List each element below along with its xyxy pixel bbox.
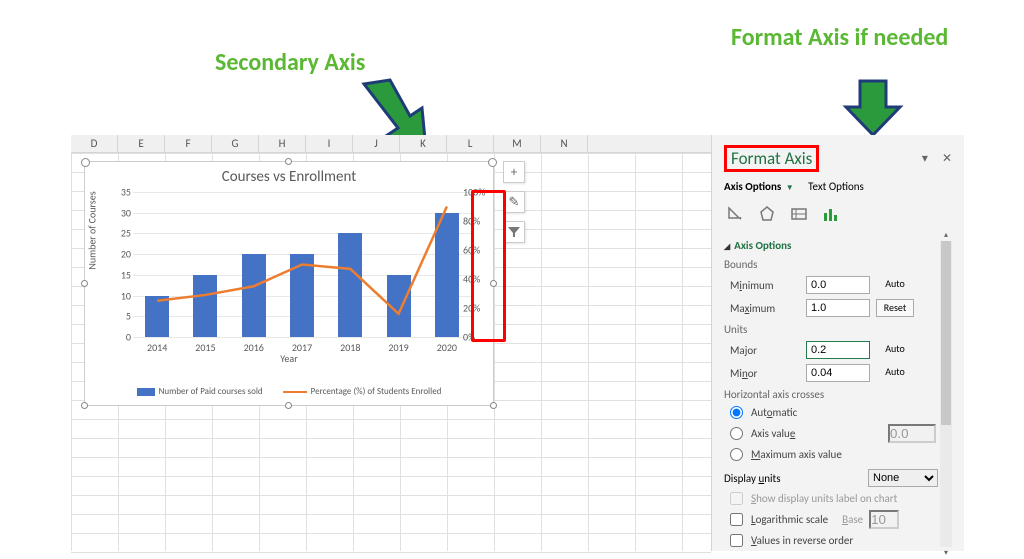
pane-close-button[interactable]: ✕ [942,151,952,166]
column-headers: D E F G H I J K L M N [71,135,711,153]
col-header[interactable]: H [259,135,306,152]
axis-options-icon[interactable] [820,203,842,225]
col-header[interactable]: D [71,135,118,152]
effects-icon[interactable] [756,203,778,225]
minimum-input[interactable] [806,276,870,294]
y-tick: 30 [115,206,131,219]
major-label: Major [730,344,800,357]
col-header[interactable]: J [353,135,400,152]
tab-axis-options[interactable]: Axis Options ▼ [724,180,794,193]
axis-options-heading[interactable]: Axis Options [724,239,938,252]
legend-bar-swatch [137,388,155,396]
y-tick: 25 [115,227,131,240]
maximum-reset-button[interactable]: Reset [876,299,914,317]
secondary-axis-highlight [471,190,506,342]
y-tick: 10 [115,289,131,302]
base-input [869,510,899,529]
fill-line-icon[interactable] [724,203,746,225]
bounds-label: Bounds [724,258,938,271]
col-header[interactable]: M [494,135,541,152]
format-axis-pane: Format Axis ▾ ✕ Axis Options ▼ Text Opti… [711,135,964,551]
log-scale-checkbox[interactable] [730,513,743,526]
line-series[interactable] [133,192,471,337]
automatic-label: Automatic [751,406,797,419]
maximum-label: Maximum [730,302,800,315]
max-axis-value-label: Maximum axis value [751,448,842,461]
col-header[interactable]: K [400,135,447,152]
maximum-input[interactable] [806,299,870,317]
chart-title[interactable]: Courses vs Enrollment [85,162,493,190]
show-units-checkbox [730,492,743,505]
show-units-label: Show display units label on chart [751,492,897,505]
minor-label: Minor [730,367,800,380]
pane-menu-dropdown[interactable]: ▾ [922,151,928,166]
reverse-checkbox[interactable] [730,534,743,547]
y-tick: 35 [115,186,131,199]
y-tick: 0 [115,331,131,344]
col-header[interactable]: N [541,135,588,152]
axis-value-label: Axis value [751,427,795,440]
major-auto-button[interactable]: Auto [876,341,914,359]
legend-bar-label: Number of Paid courses sold [159,386,263,397]
automatic-radio[interactable] [730,406,743,419]
chart-object[interactable]: Courses vs Enrollment Number of Courses … [84,161,494,406]
axis-options-section: ▴ ▾ Axis Options Bounds Minimum Auto Max… [724,239,952,547]
minimum-label: Minimum [730,279,800,292]
size-props-icon[interactable] [788,203,810,225]
chart-legend[interactable]: Number of Paid courses sold Percentage (… [85,386,493,397]
pane-title: Format Axis [731,148,812,169]
chart-elements-button[interactable]: + [503,161,525,183]
y-tick: 5 [115,310,131,323]
y-tick: 20 [115,248,131,261]
col-header[interactable]: G [212,135,259,152]
pane-scrollbar[interactable]: ▴ ▾ [940,241,952,547]
reverse-label: Values in reverse order [751,534,853,547]
max-axis-value-radio[interactable] [730,448,743,461]
col-header[interactable]: F [165,135,212,152]
col-header[interactable]: I [306,135,353,152]
major-input[interactable] [806,341,870,359]
axis-value-radio[interactable] [730,427,743,440]
col-header[interactable]: E [118,135,165,152]
spreadsheet-area: D E F G H I J K L M N Courses vs Enrollm… [71,135,711,551]
chart-styles-button[interactable]: ✎ [503,191,525,213]
legend-line-label: Percentage (%) of Students Enrolled [311,386,442,397]
chart-tools: + ✎ [503,161,527,251]
col-header[interactable]: L [447,135,494,152]
axis-value-input [888,424,936,443]
hcross-label: Horizontal axis crosses [724,388,938,401]
x-axis-label[interactable]: Year [85,352,493,365]
y-axis-label[interactable]: Number of Courses [86,171,99,291]
display-units-select[interactable]: None [868,469,938,487]
y-tick: 15 [115,268,131,281]
minor-input[interactable] [806,364,870,382]
chart-plot-area[interactable] [133,192,471,337]
display-units-label: Display units [724,472,781,485]
units-label: Units [724,323,938,336]
funnel-icon [508,226,520,238]
log-scale-label: Logarithmic scale [751,513,828,526]
tab-text-options[interactable]: Text Options [808,180,864,193]
chart-filter-button[interactable] [503,221,525,243]
base-label: Base [842,513,863,526]
minimum-auto-button[interactable]: Auto [876,276,914,294]
format-axis-callout: Format Axis if needed [731,23,948,52]
secondary-axis-callout: Secondary Axis [215,48,365,77]
minor-auto-button[interactable]: Auto [876,364,914,382]
format-axis-title-highlight: Format Axis [724,145,819,172]
legend-line-swatch [283,391,307,393]
